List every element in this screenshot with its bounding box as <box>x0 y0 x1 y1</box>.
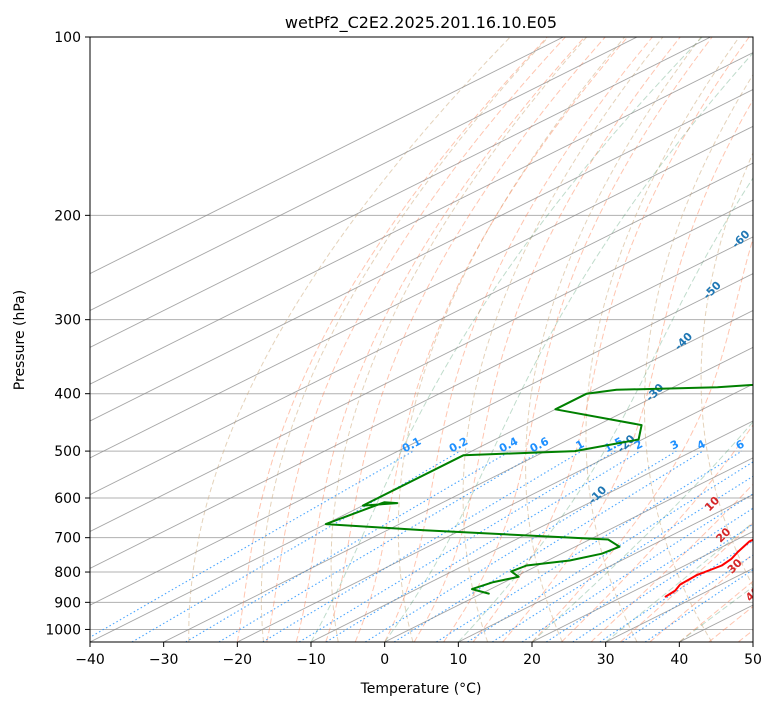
isotherm-line <box>458 494 753 642</box>
series-layer <box>324 383 753 598</box>
moist-adiabat-line <box>325 37 606 642</box>
moist-adiabat-line <box>472 37 750 642</box>
x-tick-label: 50 <box>744 652 762 668</box>
chart-title: wetPf2_C2E2.2025.201.16.10.E05 <box>285 13 557 33</box>
mixing-ratio-line <box>298 450 616 642</box>
y-tick-label: 300 <box>54 313 81 329</box>
x-tick-label: 40 <box>670 652 688 668</box>
isotherm-line <box>163 346 753 642</box>
grid-layer <box>90 37 753 630</box>
isotherm-line <box>310 420 753 642</box>
moist-adiabat-label: 40 <box>743 584 763 604</box>
y-tick-label: 200 <box>54 208 81 224</box>
isotherm-layer <box>90 37 753 642</box>
y-tick-label: 600 <box>54 491 81 507</box>
y-tick-label: 1000 <box>45 622 81 638</box>
isotherm-line <box>90 273 753 606</box>
mixing-ratio-line <box>622 554 753 642</box>
x-tick-label: −10 <box>296 652 326 668</box>
y-tick-label: 500 <box>54 444 81 460</box>
mixing-ratio-line <box>325 450 641 642</box>
isotherm-line <box>90 125 753 459</box>
dry-adiabat-line <box>700 151 753 588</box>
isotherm-line <box>90 52 753 385</box>
x-tick-label: −40 <box>75 652 105 668</box>
isotherm-line <box>90 309 753 642</box>
isotherm-line <box>237 383 753 642</box>
dry-adiabat-line <box>260 37 549 642</box>
moist-adiabat-line <box>531 236 753 642</box>
isotherm-line <box>384 457 753 642</box>
y-tick-label: 800 <box>54 565 81 581</box>
plot-frame <box>89 36 754 643</box>
isotherm-line <box>90 88 753 422</box>
moist-adiabat-line <box>266 37 566 642</box>
moist-adiabat-line <box>678 580 753 642</box>
y-axis-label: Pressure (hPa) <box>12 290 28 390</box>
x-tick-label: 20 <box>523 652 541 668</box>
dry-adiabat-line <box>462 37 664 642</box>
isotherm-line <box>90 37 564 275</box>
dry-adiabat-line <box>330 37 587 642</box>
zero-isotherm-label: 0 <box>752 444 767 459</box>
y-tick-label: 900 <box>54 595 81 611</box>
x-tick-label: −20 <box>223 652 253 668</box>
y-tick-label: 400 <box>54 387 81 403</box>
moist-adiabat-line <box>649 553 753 642</box>
wet-bulb-line <box>384 52 753 642</box>
isotherm-line <box>90 162 753 496</box>
x-tick-label: 0 <box>380 652 389 668</box>
y-tick-label: 700 <box>54 531 81 547</box>
x-tick-label: 10 <box>449 652 467 668</box>
dewpoint-profile-line <box>324 383 753 595</box>
moist-adiabat-line <box>502 99 753 642</box>
moist-adiabat-line <box>384 37 653 642</box>
isotherm-line <box>531 530 753 642</box>
y-tick-label: 100 <box>54 30 81 46</box>
isotherm-line <box>90 236 753 569</box>
mixing-ratio-line <box>521 493 753 642</box>
axes-layer: −40 −30 −20 −10 0 10 20 30 40 50 100 200 300 400 500 60… <box>45 30 762 668</box>
moist-adiabat-line <box>561 423 753 642</box>
moist-adiabat-line <box>236 37 548 642</box>
temperature-profile-line <box>664 538 753 598</box>
isotherm-line <box>90 37 638 312</box>
dry-adiabat-line <box>525 37 702 642</box>
mixing-ratio-line <box>365 450 677 642</box>
dry-adiabat-line <box>188 37 511 642</box>
dry-adiabat-line <box>585 37 740 642</box>
moist-adiabat-line <box>443 37 713 642</box>
moist-adiabat-line <box>620 522 753 642</box>
plot-area: 0.10.20.40.611.52346810131620253036-100-… <box>90 37 767 642</box>
mixing-ratio-line <box>436 450 743 642</box>
adiabat-layer <box>188 37 753 642</box>
wet-bulb-line <box>457 177 753 642</box>
mixing-ratio-line <box>218 450 542 642</box>
isotherm-line <box>90 37 711 348</box>
mixing-ratio-line <box>90 450 414 638</box>
isotherm-line <box>90 199 753 533</box>
x-tick-label: −30 <box>149 652 179 668</box>
wet-bulb-line <box>310 37 703 642</box>
x-axis-label: Temperature (°C) <box>360 681 482 697</box>
x-tick-label: 30 <box>597 652 615 668</box>
wet-bulb-line <box>605 521 753 642</box>
mixing-ratio-line <box>467 461 753 642</box>
